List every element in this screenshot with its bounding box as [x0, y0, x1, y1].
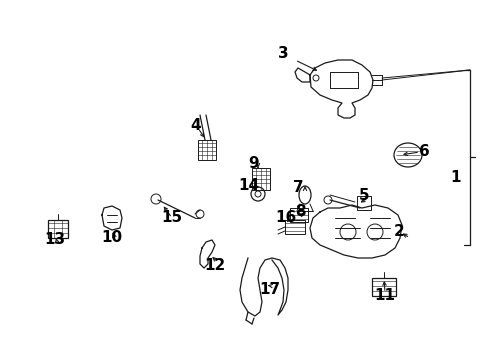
Text: 11: 11	[374, 288, 395, 302]
Text: 4: 4	[190, 117, 201, 132]
Text: 10: 10	[101, 230, 122, 246]
Text: 2: 2	[393, 225, 404, 239]
Text: 15: 15	[161, 211, 182, 225]
Text: 12: 12	[204, 257, 225, 273]
Text: 14: 14	[238, 177, 259, 193]
Text: 6: 6	[418, 144, 428, 159]
Text: 1: 1	[450, 171, 460, 185]
Text: 5: 5	[358, 188, 368, 202]
Text: 16: 16	[275, 211, 296, 225]
Text: 9: 9	[248, 156, 259, 171]
Text: 7: 7	[292, 180, 303, 194]
Text: 3: 3	[277, 46, 288, 62]
Text: 17: 17	[259, 283, 280, 297]
Text: 8: 8	[294, 204, 305, 220]
Text: 13: 13	[44, 233, 65, 248]
